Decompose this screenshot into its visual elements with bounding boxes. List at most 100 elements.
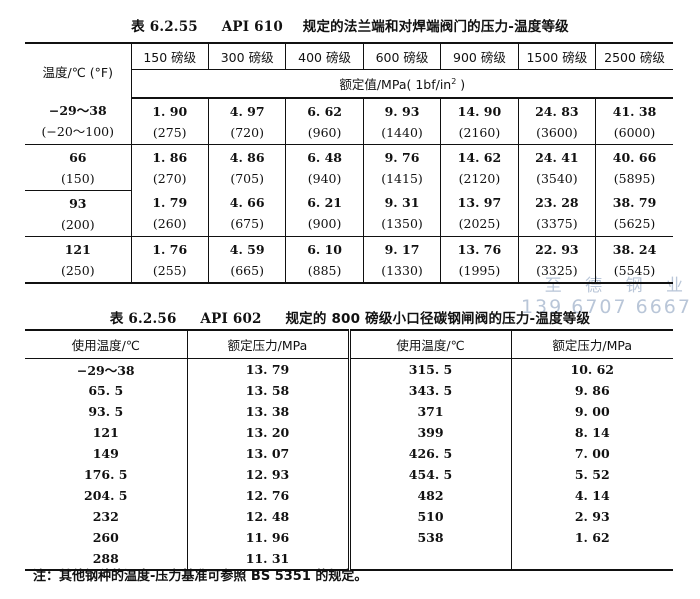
pressure-temperature-table-api610: 温度/℃ (°F) 150 磅级 300 磅级 400 磅级 600 磅级 90… <box>25 42 673 284</box>
table-2-row-9-temp-right <box>347 548 511 571</box>
table-1-header-class-5: 1500 磅级 <box>517 42 596 70</box>
table-1-title-number: 表 6.2.55 <box>131 19 198 35</box>
table-2-row-5-press-right: 5. 52 <box>510 464 673 485</box>
table-2-row-2-press-right: 9. 00 <box>510 401 673 422</box>
table-1-row-0-col-3: 9. 93 (1440) <box>362 98 441 145</box>
table-1-header-class-6: 2500 磅级 <box>595 42 673 70</box>
table-1-row-2-col-6: 38. 79 (5625) <box>595 190 673 237</box>
table-2-row-1-press-right: 9. 86 <box>510 380 673 401</box>
table-1-row-1-col-3: 9. 76 (1415) <box>362 144 441 191</box>
table-1-row-0-col-1: 4. 97 (720) <box>207 98 286 145</box>
table-row: 65. 5 13. 58 343. 5 9. 86 <box>25 380 673 401</box>
table-row: 93. 5 13. 38 371 9. 00 <box>25 401 673 422</box>
table-2-row-2-temp-left: 93. 5 <box>88 404 124 419</box>
temp-fahrenheit: (150) <box>60 170 95 186</box>
table-1-header-temperature: 温度/℃ (°F) <box>25 42 132 98</box>
table-2-row-3-temp-right: 399 <box>347 422 511 443</box>
table-1-row-0-col-5: 24. 83 (3600) <box>517 98 596 145</box>
table-1-row-2-col-2: 6. 21 (900) <box>285 190 364 237</box>
table-2-row-5-temp-right: 454. 5 <box>347 464 511 485</box>
table-2-row-1-temp-right: 343. 5 <box>347 380 511 401</box>
table-row: 204. 5 12. 76 482 4. 14 <box>25 485 673 506</box>
table-1-row-1-col-1: 4. 86 (705) <box>207 144 286 191</box>
table-1-row-3-temperature: 121 (250) <box>25 236 132 284</box>
table-2-row-9-press-left: 11. 31 <box>186 548 349 571</box>
table-1-header-row: 温度/℃ (°F) 150 磅级 300 磅级 400 磅级 600 磅级 90… <box>25 42 673 98</box>
table-2-header-row: 使用温度/℃ 额定压力/MPa 使用温度/℃ 额定压力/MPa <box>25 329 673 359</box>
table-note: 注：其他钢种的温度-压力基准可参照 BS 5351 的规定。 <box>33 569 368 584</box>
table-2-row-9-press-right <box>510 548 673 571</box>
table-2-row-8-temp-right: 538 <box>347 527 511 548</box>
table-row: −29～38 (−20～100) 1. 90 (275) 4. 97 (720) 6… <box>25 98 673 145</box>
table-2-row-5-temp-left: 176. 5 <box>84 467 128 482</box>
table-1-row-3-col-5: 22. 93 (3325) <box>517 236 596 284</box>
table-2-row-4-press-right: 7. 00 <box>510 443 673 464</box>
table-1-row-2-col-5: 23. 28 (3375) <box>517 190 596 237</box>
table-row: 66 (150) 1. 86 (270) 4. 86 (705) 6. 48 (940… <box>25 144 673 191</box>
table-2-row-4-temp-left: 149 <box>92 446 119 461</box>
table-1-title-standard: API 610 <box>221 19 283 35</box>
table-1-row-3-col-1: 4. 59 (665) <box>207 236 286 284</box>
table-1-row-2-col-3: 9. 31 (1350) <box>362 190 441 237</box>
table-1-row-2-col-1: 4. 66 (675) <box>207 190 286 237</box>
temp-fahrenheit: (250) <box>60 262 95 278</box>
table-1-rated-pre: 额定值/MPa( 1bf/in <box>339 77 452 92</box>
table-2-row-7-press-right: 2. 93 <box>510 506 673 527</box>
table-2-row-2-temp-right: 371 <box>347 401 511 422</box>
table-2-row-8-press-left: 11. 96 <box>186 527 349 548</box>
table-2-row-3-press-right: 8. 14 <box>510 422 673 443</box>
table-2-row-6-press-left: 12. 76 <box>186 485 349 506</box>
table-1-row-3-col-2: 6. 10 (885) <box>285 236 364 284</box>
table-2-row-6-temp-right: 482 <box>347 485 511 506</box>
table-1-rated-post: ) <box>456 77 466 92</box>
table-row: 260 11. 96 538 1. 62 <box>25 527 673 548</box>
table-2-row-7-press-left: 12. 48 <box>186 506 349 527</box>
table-1-row-0-col-4: 14. 90 (2160) <box>440 98 519 145</box>
table-1-row-2-col-0: 1. 79 (260) <box>130 190 209 237</box>
table-1-row-0-temperature: −29～38 (−20～100) <box>25 98 131 145</box>
table-1-row-0-col-0: 1. 90 (275) <box>130 98 209 145</box>
table-2-row-4-temp-right: 426. 5 <box>347 443 511 464</box>
temp-celsius: 121 <box>64 241 91 257</box>
table-1-rated-exponent: 2 <box>451 76 457 86</box>
pressure-temperature-table-api602: 使用温度/℃ 额定压力/MPa 使用温度/℃ 额定压力/MPa −29～38 1… <box>25 329 673 571</box>
table-1-subheader-row: 额定值/MPa( 1bf/in2 ) <box>25 69 673 99</box>
table-1-row-1-temperature: 66 (150) <box>25 144 132 191</box>
table-1-row-1-col-5: 24. 41 (3540) <box>517 144 596 191</box>
table-2-header-pressure-right: 额定压力/MPa <box>510 329 673 359</box>
table-2-row-9-temp-left: 288 <box>25 548 187 571</box>
table-row: 288 11. 31 <box>25 548 673 571</box>
table-1-row-1-col-4: 14. 62 (2120) <box>440 144 519 191</box>
table-row: 93 (200) 1. 79 (260) 4. 66 (675) 6. 21 (900… <box>25 190 673 237</box>
table-2-header-pressure-left: 额定压力/MPa <box>186 329 349 359</box>
table-2-row-0-press-left: 13. 79 <box>186 358 349 380</box>
table-2-header-temp-left: 使用温度/℃ <box>25 329 187 359</box>
table-1-row-1-col-2: 6. 48 (940) <box>285 144 364 191</box>
temp-celsius: 93 <box>69 195 87 211</box>
table-2-title-number: 表 6.2.56 <box>109 311 177 327</box>
table-1-row-2-temperature: 93 (200) <box>25 191 131 237</box>
table-row: 232 12. 48 510 2. 93 <box>25 506 673 527</box>
table-1-row-3-col-6: 38. 24 (5545) <box>595 236 673 284</box>
table-2-row-2-press-left: 13. 38 <box>186 401 349 422</box>
table-1-header-class-2: 400 磅级 <box>285 42 364 70</box>
table-2-row-4-press-left: 13. 07 <box>186 443 349 464</box>
table-2-row-8-temp-left: 260 <box>92 530 119 545</box>
table-2-row-5-press-left: 12. 93 <box>186 464 349 485</box>
table-2-title: 表 6.2.56 API 602 规定的 800 磅级小口径碳钢闸阀的压力-温度… <box>0 307 700 327</box>
table-1-row-2-col-4: 13. 97 (2025) <box>440 190 519 237</box>
table-1-header-class-1: 300 磅级 <box>207 42 286 70</box>
table-1-row-3-col-0: 1. 76 (255) <box>130 236 209 284</box>
table-2-row-1-temp-left: 65. 5 <box>88 383 124 398</box>
table-row: 121 (250) 1. 76 (255) 4. 59 (665) 6. 10 (88… <box>25 236 673 284</box>
table-2-row-7-temp-left: 232 <box>92 509 119 524</box>
table-row: 121 13. 20 399 8. 14 <box>25 422 673 443</box>
table-2-row-0-press-right: 10. 62 <box>510 358 673 380</box>
table-1-title-text: 规定的法兰端和对焊端阀门的压力-温度等级 <box>302 19 569 35</box>
table-1-header-class-4: 900 磅级 <box>440 42 519 70</box>
table-1-header-class-3: 600 磅级 <box>362 42 441 70</box>
table-2-row-0-temp-right: 315. 5 <box>347 358 511 380</box>
table-2-title-text: 规定的 800 磅级小口径碳钢闸阀的压力-温度等级 <box>285 311 591 327</box>
table-row: 149 13. 07 426. 5 7. 00 <box>25 443 673 464</box>
